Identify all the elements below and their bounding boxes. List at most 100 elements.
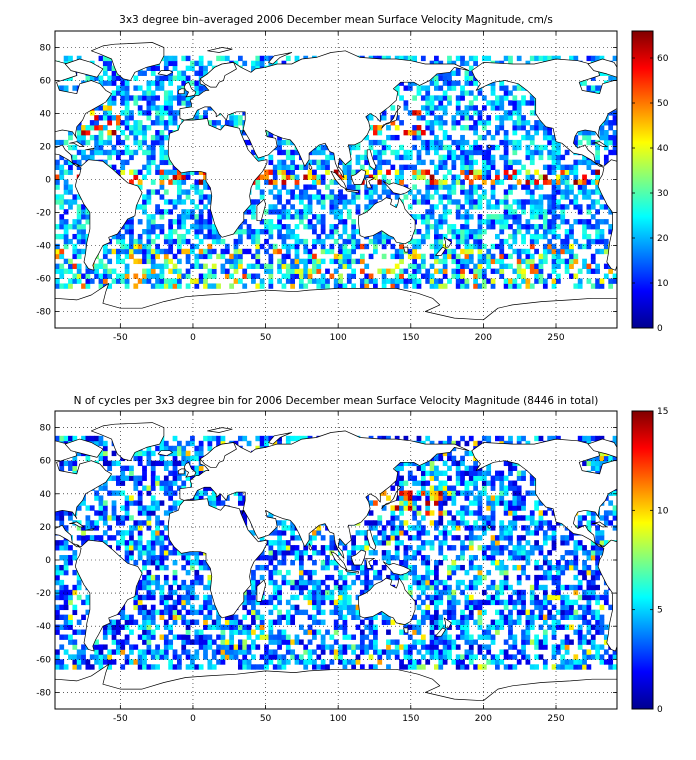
bin-cell <box>612 115 617 121</box>
bin-cell <box>590 253 596 260</box>
bin-cell <box>512 139 518 146</box>
bin-cell <box>172 253 178 260</box>
bin-cell <box>521 233 526 240</box>
bin-cell <box>495 243 500 250</box>
bin-cell <box>442 95 448 101</box>
bin-cell <box>577 243 583 250</box>
bin-cell <box>285 273 291 279</box>
bin-cell <box>55 164 60 170</box>
bin-cell <box>163 460 169 467</box>
bin-cell <box>129 644 134 650</box>
bin-cell <box>111 490 117 496</box>
bin-cell <box>529 55 535 62</box>
bin-cell <box>412 55 417 62</box>
bin-cell <box>294 243 300 250</box>
bin-cell <box>582 258 587 265</box>
bin-cell <box>89 664 95 670</box>
bin-cell <box>486 214 492 220</box>
bin-cell <box>351 229 357 235</box>
bin-cell <box>277 169 282 175</box>
bin-cell <box>155 530 160 536</box>
bin-cell <box>529 243 535 250</box>
bin-cell <box>85 130 91 136</box>
bin-cell <box>346 179 352 185</box>
bin-cell <box>473 199 478 205</box>
bin-cell <box>150 214 156 220</box>
bin-cell <box>434 149 439 156</box>
bin-cell <box>264 659 269 665</box>
bin-cell <box>499 115 505 121</box>
bin-cell <box>159 550 165 556</box>
bin-cell <box>246 229 252 235</box>
bin-cell <box>464 75 470 81</box>
bin-cell <box>468 233 474 240</box>
bin-cell <box>351 219 357 225</box>
bin-cell <box>85 505 91 511</box>
bin-cell <box>255 179 261 185</box>
bin-cell <box>102 70 108 76</box>
bin-cell <box>425 85 431 91</box>
bin-cell <box>612 139 617 146</box>
bin-cell <box>146 105 152 111</box>
bin-cell <box>586 189 592 195</box>
bin-cell <box>516 105 522 111</box>
bin-cell <box>399 268 404 274</box>
bin-cell <box>503 154 509 161</box>
bin-cell <box>146 248 152 255</box>
bin-cell <box>172 654 178 660</box>
bin-cell <box>251 273 256 279</box>
bin-cell <box>416 278 422 284</box>
bin-cell <box>381 144 387 151</box>
bin-cell <box>525 60 531 67</box>
bin-cell <box>124 624 130 630</box>
bin-cell <box>242 629 248 635</box>
bin-cell <box>111 535 117 541</box>
bin-cell <box>403 283 409 289</box>
bin-cell <box>137 139 143 146</box>
bin-cell <box>595 154 600 161</box>
bin-cell <box>211 604 217 611</box>
bin-cell <box>142 619 147 625</box>
bin-cell <box>303 194 309 200</box>
bin-cell <box>473 273 478 279</box>
bin-cell <box>63 233 69 240</box>
bin-cell <box>542 174 548 180</box>
bin-cell <box>412 164 417 170</box>
bin-cell <box>76 194 82 200</box>
bin-cell <box>495 100 500 106</box>
bin-cell <box>551 154 557 161</box>
bin-cell <box>137 634 143 640</box>
bin-cell <box>464 169 470 175</box>
bin-cell <box>242 599 248 606</box>
bin-cell <box>569 233 574 240</box>
bin-cell <box>194 639 200 645</box>
bin-cell <box>464 248 470 255</box>
bin-cell <box>98 134 104 141</box>
bin-cell <box>137 490 143 496</box>
bin-cell <box>460 238 465 245</box>
bin-cell <box>573 204 579 210</box>
bin-cell <box>155 555 160 561</box>
bin-cell <box>102 445 108 452</box>
bin-cell <box>477 110 483 116</box>
bin-cell <box>146 214 152 220</box>
colorbar-tick-label: 0 <box>657 324 663 334</box>
bin-cell <box>481 164 487 170</box>
bin-cell <box>368 144 374 151</box>
bin-cell <box>373 283 378 289</box>
bin-cell <box>534 125 539 131</box>
bin-cell <box>137 649 143 655</box>
bin-cell <box>442 110 448 116</box>
bin-cell <box>542 224 548 230</box>
bin-cell <box>577 179 583 185</box>
bin-cell <box>55 510 60 516</box>
bin-cell <box>529 179 535 185</box>
bin-cell <box>373 169 378 175</box>
bin-cell <box>168 248 174 255</box>
bin-cell <box>455 229 461 235</box>
bin-cell <box>150 273 156 279</box>
bin-cell <box>98 535 104 541</box>
bin-cell <box>133 520 139 526</box>
bin-cell <box>451 253 457 260</box>
bin-cell <box>163 510 169 516</box>
